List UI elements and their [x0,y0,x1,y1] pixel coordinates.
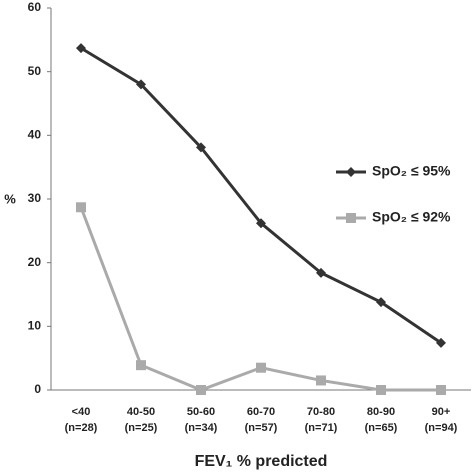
point [316,267,326,278]
y-tick-label: 30 [28,191,42,205]
legend-marker [346,167,356,177]
point [76,43,86,54]
point [136,360,146,371]
x-tick-label: <40 (n=28) [65,406,98,434]
point [436,337,446,348]
x-tick-label: 50-60 (n=34) [185,406,218,434]
y-tick-label: 20 [28,255,42,269]
y-axis-label: % [4,191,16,206]
point [256,218,266,229]
legend-label: SpO₂ ≤ 95% [372,163,451,179]
point [196,142,206,153]
line [79,206,441,392]
point [436,385,446,395]
y-tick-label: 10 [28,319,42,333]
x-tick-label: 90+ (n=94) [425,406,458,434]
legend-label: SpO₂ ≤ 92% [372,209,451,225]
legend-marker [346,213,356,223]
point [376,385,386,395]
point [376,297,386,308]
point [316,375,326,386]
point [256,362,266,373]
x-tick-label: 80-90 (n=65) [365,406,398,434]
x-tick-label: 40-50 (n=25) [125,406,158,434]
point [136,79,146,90]
point [76,202,86,213]
y-tick-label: 50 [28,64,42,78]
point [196,385,206,395]
line [80,46,442,345]
x-tick-label: 60-70 (n=57) [245,406,278,434]
y-tick-label: 40 [28,128,42,142]
y-tick-label: 60 [28,0,42,14]
x-tick-label: 70-80 (n=71) [305,406,338,434]
x-axis-label: FEV₁ % predicted [195,453,328,470]
y-tick-label: 0 [34,382,41,396]
